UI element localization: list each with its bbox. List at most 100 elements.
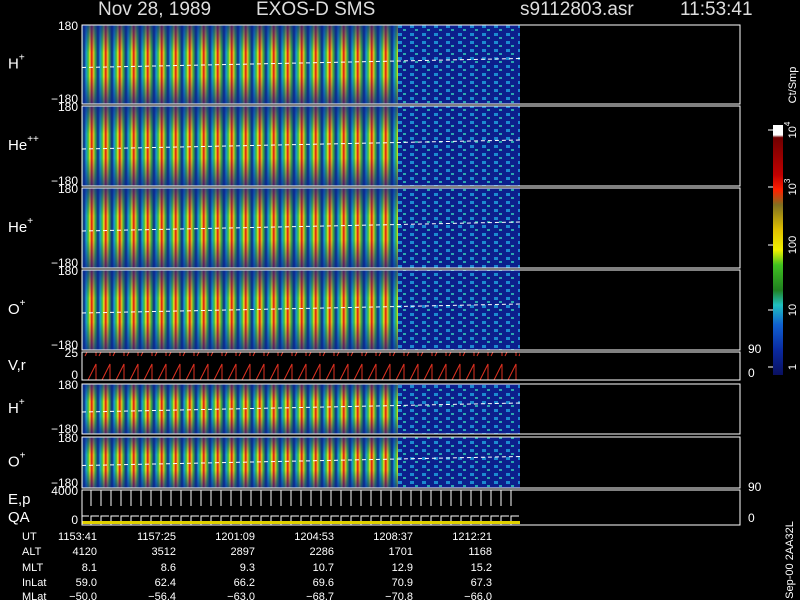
y-tick-label: −180 [51,338,78,352]
panel-label: H+ [8,52,25,72]
cell: 9.3 [240,562,255,574]
date: Nov 28, 1989 [98,0,211,20]
y2-tick-label: 90 [748,480,762,494]
spectrogram-shade [82,106,398,186]
row-label: MLT [22,562,43,574]
panel-label: V,r [8,357,26,374]
colorbar-tick-label: 1 [787,364,799,370]
panel-frame [81,187,741,269]
y-tick-label: 4000 [51,484,78,498]
row-label: MLat [22,591,46,600]
spectrogram-quiet [398,106,520,186]
cell: 3512 [152,546,176,558]
cell: 69.6 [313,577,334,589]
y-tick-label: −180 [51,256,78,270]
trace [81,139,521,150]
colorbar-tick-label: 104 [783,121,799,138]
cell: 66.2 [234,577,255,589]
y-tick-label: 180 [58,182,78,196]
spectrogram-shade [82,437,398,488]
panel-label-sup: ++ [27,134,39,145]
time: 11:53:41 [680,0,753,20]
y-tick-label: −180 [51,174,78,188]
file: s9112803.asr [520,0,634,20]
spectrogram-quiet [398,270,520,350]
cell: 1212:21 [452,531,492,543]
cell: 8.1 [82,562,97,574]
cell: 2286 [310,546,334,558]
cell: 10.7 [313,562,334,574]
cell: −68.7 [306,591,334,600]
panel-label-sup: + [27,216,33,227]
spectrogram-quiet [398,188,520,268]
trace [81,303,521,314]
panel-label: H+ [8,397,25,417]
colorbar-tick-label: 10 [787,304,799,316]
trace [81,456,521,466]
cell: −63.0 [227,591,255,600]
panel-label: He+ [8,216,33,236]
sawtooth [82,352,520,380]
spectrogram-shade [82,188,398,268]
y-tick-label: 180 [58,431,78,445]
spectrogram-quiet [398,384,520,434]
colorbar-tick-base: 10 [787,183,799,195]
panel-label-base: E,p [8,491,31,508]
row-label: ALT [22,546,42,558]
cell: 1201:09 [215,531,255,543]
y2-tick-label: 90 [748,342,762,356]
panel-frame [81,383,741,435]
cell: 1208:37 [373,531,413,543]
panel-label-base: H [8,400,19,417]
cell: 67.3 [471,577,492,589]
panel-frame [81,489,741,526]
panel-label: He++ [8,134,39,154]
y-tick-label: 0 [71,513,78,527]
colorbar-tick-base: 10 [787,126,799,138]
colorbar-tick-exp: 3 [783,178,792,183]
spectrogram-quiet [398,437,520,488]
cell: −70.8 [385,591,413,600]
panel-label-base: He [8,137,27,154]
y-tick-label: −180 [51,422,78,436]
panel-label-base: O [8,301,20,318]
colorbar-tick-label: 100 [787,236,799,254]
cell: 12.9 [392,562,413,574]
cell: 1168 [468,546,492,558]
cell: −66.0 [464,591,492,600]
spectrogram-shade [82,25,398,104]
trace [81,402,521,413]
panel-label-base: O [8,453,20,470]
y2-tick-label: 0 [748,366,755,380]
panel-label: O+ [8,298,26,318]
qa-bar [82,521,520,524]
y-tick-label: −180 [51,476,78,490]
instrument: EXOS-D SMS [256,0,375,20]
cell: 1204:53 [294,531,334,543]
panel-frame [81,351,741,381]
colorbar-tick-label: 103 [783,178,799,195]
trace [81,221,521,232]
trace [81,58,521,68]
colorbar-unit: Ct/Smp [787,67,799,104]
cell: 59.0 [76,577,97,589]
panel-label: O+ [8,450,26,470]
row-label: InLat [22,577,46,589]
cell: 1157:25 [137,531,176,543]
cell: 62.4 [155,577,176,589]
cell: −50.0 [69,591,97,600]
y-tick-label: 180 [58,378,78,392]
y-tick-label: 180 [58,19,78,33]
cell: 8.6 [161,562,176,574]
cell: 1153:41 [58,531,97,543]
spectrogram-quiet [398,25,520,104]
y-tick-label: 180 [58,100,78,114]
footer: Sep-00 2AA32L [784,521,796,599]
y-tick-label: 0 [71,368,78,382]
panel-label-sup: + [20,298,26,309]
panel-label-sup: + [19,397,25,408]
cell: 2897 [231,546,255,558]
spectrogram-shade [82,270,398,350]
